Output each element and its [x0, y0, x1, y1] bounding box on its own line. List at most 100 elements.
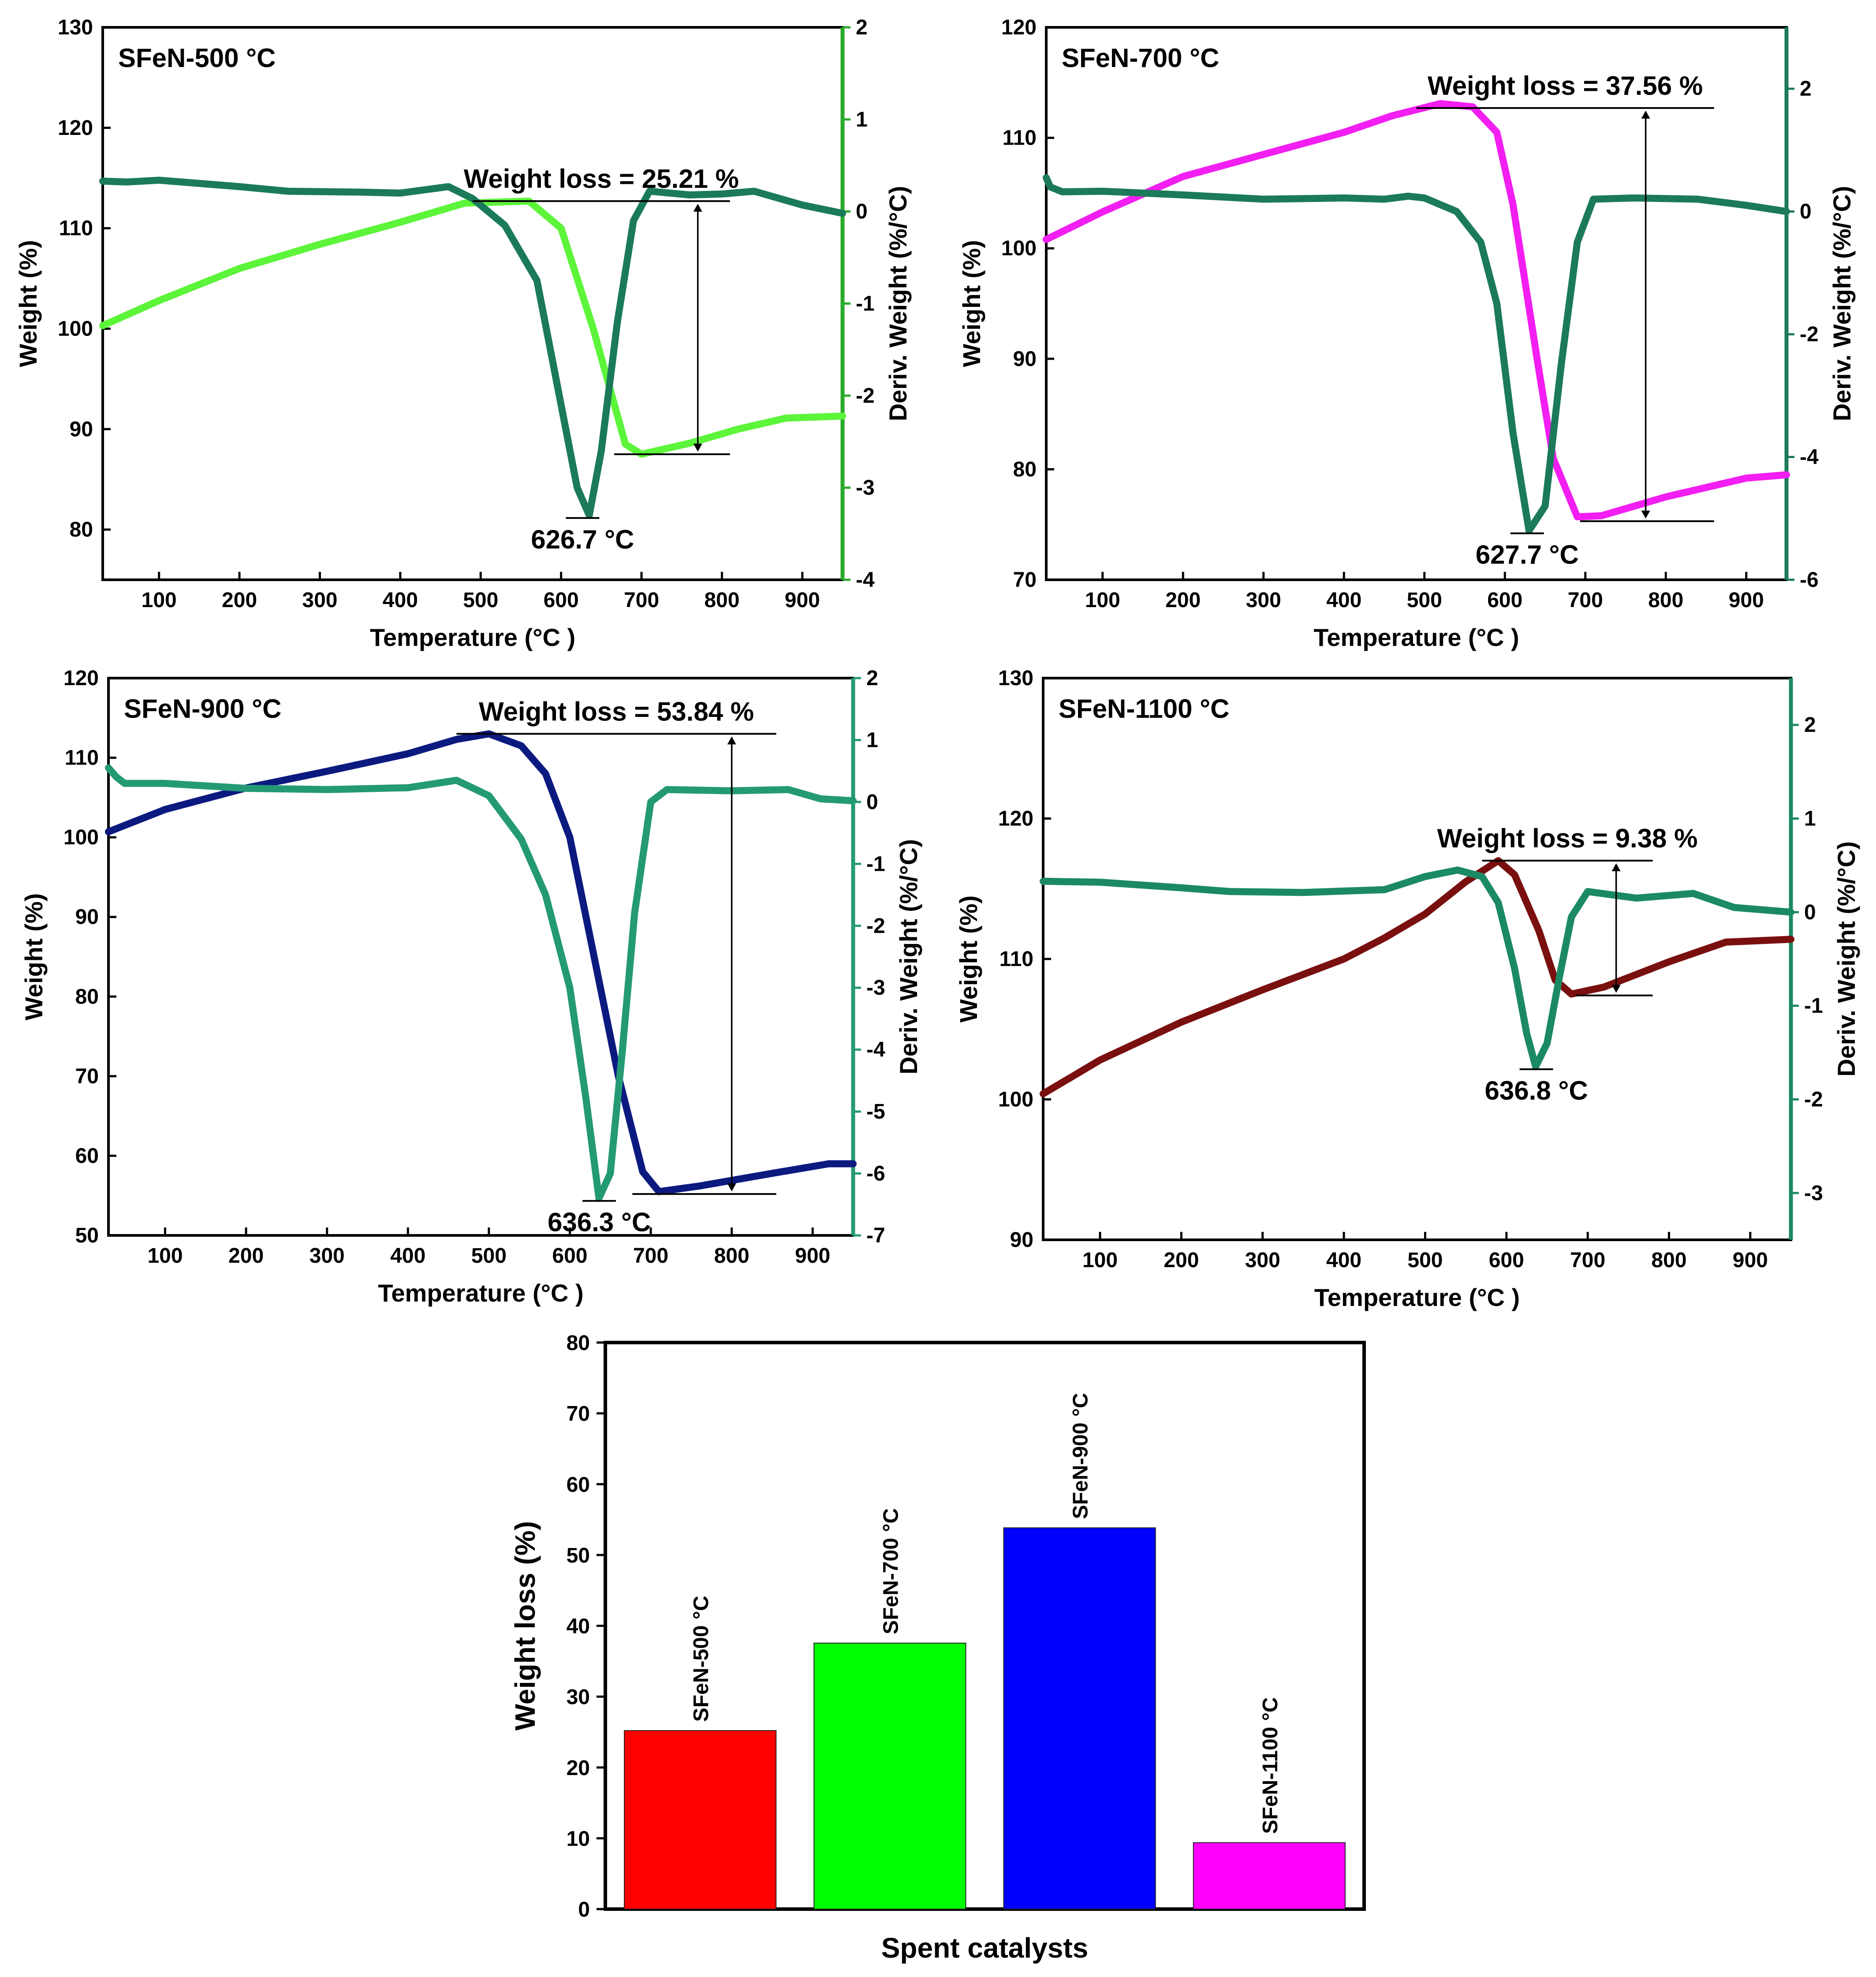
y2-tick-label: 2 [866, 667, 878, 690]
x-tick-label: 200 [228, 1244, 264, 1268]
y-tick-label: 90 [70, 418, 93, 441]
y-tick-label: 20 [567, 1757, 590, 1780]
y-tick-label: 70 [75, 1065, 99, 1088]
bar [1003, 1527, 1156, 1910]
y-tick-label: 60 [567, 1473, 590, 1496]
y-tick-label: 80 [1013, 458, 1037, 481]
y2-tick-label: 1 [1804, 807, 1816, 831]
y-tick-label: 120 [58, 116, 93, 140]
deriv-weight-line [105, 764, 857, 1202]
y2-tick-label: 1 [856, 108, 868, 131]
arrow-head-up [1641, 110, 1650, 119]
y-tick-label: 60 [75, 1144, 99, 1168]
plot-frame [107, 677, 854, 1237]
y-tick-label: 30 [567, 1686, 590, 1709]
y2-tick-label: -1 [1804, 994, 1823, 1018]
x-tick-label: 600 [552, 1244, 587, 1268]
x-tick-label: 600 [1489, 1249, 1524, 1272]
deriv-weight-line [1040, 866, 1794, 1071]
y-tick-label: 90 [1013, 347, 1037, 371]
y2-tick-label: -2 [1800, 323, 1819, 346]
y2-tick-label: -5 [866, 1100, 885, 1123]
y-tick-label: 70 [567, 1403, 590, 1426]
x-tick-label: 900 [1729, 589, 1764, 612]
peak-temperature-label: 636.3 °C [548, 1208, 651, 1237]
x-tick-label: 100 [1082, 1249, 1118, 1272]
x-tick-label: 500 [1407, 1249, 1443, 1272]
x-tick-label: 200 [1164, 1249, 1199, 1272]
weight-line [99, 198, 846, 458]
deriv-weight-line [99, 176, 846, 519]
x-tick-label: 600 [1487, 589, 1522, 612]
x-tick-label: 300 [1245, 1249, 1280, 1272]
x-axis-title: Temperature (°C ) [1313, 623, 1519, 651]
y2-tick-label: -2 [856, 384, 875, 407]
y-tick-label: 130 [998, 667, 1033, 690]
bar-label: SFeN-500 °C [690, 1596, 713, 1722]
y-tick-label: 120 [63, 667, 99, 690]
x-tick-label: 400 [1326, 589, 1361, 612]
y2-tick-label: 2 [856, 16, 868, 39]
x-tick-label: 400 [1326, 1249, 1361, 1272]
y-tick-label: 80 [567, 1332, 590, 1355]
y-tick-label: 110 [65, 746, 99, 770]
x-tick-label: 900 [1733, 1249, 1768, 1272]
y2-tick-label: -4 [856, 568, 875, 592]
y-axis-title: Weight (%) [955, 895, 982, 1022]
y-axis-title: Weight loss (%) [509, 1521, 541, 1731]
x-tick-label: 300 [310, 1244, 345, 1268]
arrow-head-up [727, 736, 736, 745]
y2-tick-label: -3 [856, 476, 875, 500]
x-tick-label: 900 [785, 589, 820, 612]
y-tick-label: 130 [58, 16, 93, 39]
y-tick-label: 100 [1001, 237, 1037, 260]
y-tick-label: 100 [63, 826, 99, 849]
y-axis-title: Weight (%) [14, 240, 42, 367]
y2-axis-title: Deriv. Weight (%/°C) [1828, 186, 1856, 422]
x-tick-label: 100 [1085, 589, 1120, 612]
arrow-head-down [727, 1183, 736, 1192]
y-tick-label: 50 [567, 1544, 590, 1567]
x-axis-title: Spent catalysts [881, 1932, 1089, 1964]
x-tick-label: 400 [390, 1244, 425, 1268]
x-tick-label: 800 [1651, 1249, 1686, 1272]
weight-loss-label: Weight loss = 9.38 % [1437, 824, 1698, 853]
y-tick-label: 100 [58, 317, 93, 340]
chart-title: SFeN-1100 °C [1059, 694, 1230, 724]
bar-label: SFeN-1100 °C [1259, 1697, 1282, 1834]
chart-title: SFeN-900 °C [124, 694, 281, 724]
chart-title: SFeN-500 °C [118, 43, 276, 73]
tga-chart-0: 100 200 300 400 500 600 700 800 9008090100110120… [14, 16, 912, 651]
weight-loss-label: Weight loss = 37.56 % [1428, 71, 1703, 101]
x-axis-title: Temperature (°C ) [1314, 1283, 1520, 1311]
x-tick-label: 700 [1568, 589, 1603, 612]
y-tick-label: 50 [75, 1224, 99, 1247]
y-tick-label: 90 [1010, 1228, 1033, 1252]
y-tick-label: 110 [1000, 947, 1033, 971]
tga-chart-1: 100 200 300 400 500 600 700 800 900 70 80 90 100 110 1… [958, 16, 1856, 651]
y2-tick-label: 0 [1804, 901, 1816, 924]
y2-tick-label: 0 [1800, 200, 1812, 224]
x-tick-label: 800 [714, 1244, 750, 1268]
x-tick-label: 700 [1570, 1249, 1605, 1272]
x-axis-title: Temperature (°C ) [378, 1279, 583, 1307]
x-tick-label: 100 [142, 589, 177, 612]
y-axis-title: Weight (%) [958, 240, 985, 367]
y-tick-label: 80 [70, 518, 93, 541]
x-tick-label: 200 [222, 589, 257, 612]
y2-tick-label: -2 [1804, 1088, 1823, 1112]
y2-axis-title: Deriv. Weight (%/°C) [895, 839, 922, 1074]
y2-tick-label: -3 [866, 976, 885, 1000]
arrow-head-down [1611, 985, 1621, 993]
y-tick-label: 120 [1001, 16, 1037, 39]
y2-tick-label: -1 [856, 292, 875, 316]
tga-chart-3: 100 200 300 400 500 600 700 800 9009010011012013… [955, 667, 1860, 1311]
x-tick-label: 700 [633, 1244, 668, 1268]
x-tick-label: 900 [795, 1244, 830, 1268]
y-tick-label: 90 [75, 906, 99, 929]
x-tick-label: 100 [147, 1244, 183, 1268]
y-tick-label: 0 [578, 1898, 590, 1921]
x-tick-label: 700 [624, 589, 659, 612]
y2-tick-label: -1 [866, 852, 885, 876]
